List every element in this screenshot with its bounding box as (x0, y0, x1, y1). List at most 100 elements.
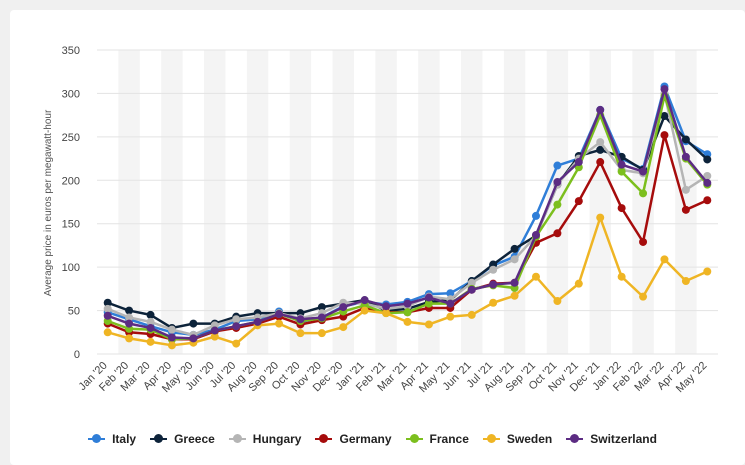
data-point[interactable] (681, 135, 690, 144)
data-point[interactable] (703, 155, 712, 164)
data-point[interactable] (553, 229, 562, 238)
data-point[interactable] (617, 167, 626, 176)
data-point[interactable] (681, 152, 690, 161)
data-point[interactable] (660, 112, 669, 121)
data-point[interactable] (531, 231, 540, 240)
data-point[interactable] (639, 237, 648, 246)
data-point[interactable] (639, 292, 648, 301)
data-point[interactable] (703, 178, 712, 187)
data-point[interactable] (232, 322, 241, 331)
data-point[interactable] (446, 289, 455, 298)
data-point[interactable] (125, 334, 134, 343)
data-point[interactable] (253, 317, 262, 326)
data-point[interactable] (317, 329, 326, 338)
legend-item-switzerland[interactable]: Switzerland (566, 432, 657, 446)
data-point[interactable] (553, 200, 562, 209)
data-point[interactable] (574, 279, 583, 288)
data-point[interactable] (703, 171, 712, 180)
data-point[interactable] (703, 267, 712, 276)
data-point[interactable] (681, 185, 690, 194)
data-point[interactable] (296, 329, 305, 338)
data-point[interactable] (403, 299, 412, 308)
legend-item-sweden[interactable]: Sweden (482, 432, 552, 446)
data-point[interactable] (553, 178, 562, 187)
data-point[interactable] (574, 197, 583, 206)
data-point[interactable] (103, 298, 112, 307)
data-point[interactable] (275, 319, 284, 328)
data-point[interactable] (489, 298, 498, 307)
data-point[interactable] (382, 309, 391, 318)
data-point[interactable] (317, 313, 326, 322)
data-point[interactable] (146, 310, 155, 319)
data-point[interactable] (510, 244, 519, 253)
data-point[interactable] (446, 299, 455, 308)
data-point[interactable] (103, 328, 112, 337)
data-point[interactable] (146, 337, 155, 346)
data-point[interactable] (467, 278, 476, 287)
data-point[interactable] (596, 105, 605, 114)
data-point[interactable] (574, 158, 583, 167)
data-point[interactable] (339, 323, 348, 332)
data-point[interactable] (103, 304, 112, 313)
data-point[interactable] (596, 213, 605, 222)
data-point[interactable] (424, 320, 433, 329)
data-point[interactable] (210, 332, 219, 341)
data-point[interactable] (103, 311, 112, 320)
data-point[interactable] (489, 280, 498, 289)
data-point[interactable] (553, 161, 562, 170)
data-point[interactable] (232, 315, 241, 324)
data-point[interactable] (446, 312, 455, 321)
data-point[interactable] (467, 310, 476, 319)
data-point[interactable] (617, 160, 626, 169)
legend-item-germany[interactable]: Germany (315, 432, 392, 446)
legend-item-greece[interactable]: Greece (150, 432, 215, 446)
legend-item-france[interactable]: France (405, 432, 469, 446)
data-point[interactable] (660, 255, 669, 264)
data-point[interactable] (189, 319, 198, 328)
data-point[interactable] (296, 315, 305, 324)
legend-item-hungary[interactable]: Hungary (228, 432, 301, 446)
data-point[interactable] (553, 297, 562, 306)
data-point[interactable] (146, 323, 155, 332)
data-point[interactable] (125, 313, 134, 322)
data-point[interactable] (617, 272, 626, 281)
data-point[interactable] (360, 296, 369, 305)
data-point[interactable] (125, 306, 134, 315)
data-point[interactable] (424, 293, 433, 302)
data-point[interactable] (531, 211, 540, 220)
data-point[interactable] (403, 317, 412, 326)
data-point[interactable] (382, 302, 391, 311)
data-point[interactable] (360, 306, 369, 315)
legend-item-italy[interactable]: Italy (88, 432, 136, 446)
data-point[interactable] (703, 196, 712, 205)
data-point[interactable] (596, 158, 605, 167)
data-point[interactable] (424, 299, 433, 308)
data-point[interactable] (531, 272, 540, 281)
data-point[interactable] (146, 317, 155, 326)
data-point[interactable] (167, 333, 176, 342)
data-point[interactable] (167, 325, 176, 334)
data-point[interactable] (403, 308, 412, 317)
data-point[interactable] (596, 145, 605, 154)
data-point[interactable] (317, 303, 326, 312)
data-point[interactable] (639, 189, 648, 198)
data-point[interactable] (510, 278, 519, 287)
data-point[interactable] (639, 167, 648, 176)
data-point[interactable] (467, 285, 476, 294)
data-point[interactable] (210, 326, 219, 335)
data-point[interactable] (339, 303, 348, 312)
data-point[interactable] (275, 310, 284, 319)
data-point[interactable] (510, 291, 519, 300)
data-point[interactable] (660, 131, 669, 140)
data-point[interactable] (681, 277, 690, 286)
data-point[interactable] (489, 265, 498, 274)
data-point[interactable] (125, 319, 134, 328)
data-point[interactable] (681, 205, 690, 214)
data-point[interactable] (617, 204, 626, 213)
data-point[interactable] (189, 334, 198, 343)
data-point[interactable] (232, 339, 241, 348)
data-point[interactable] (510, 255, 519, 264)
data-point[interactable] (596, 138, 605, 147)
data-point[interactable] (167, 341, 176, 350)
data-point[interactable] (660, 85, 669, 94)
